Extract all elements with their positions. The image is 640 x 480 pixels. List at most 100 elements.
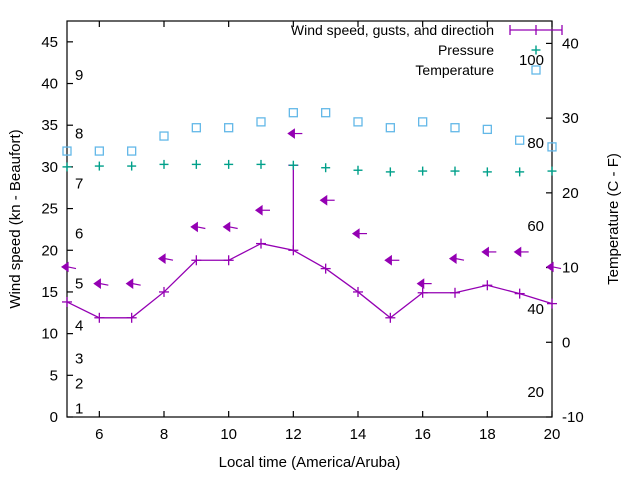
temperature-marker <box>418 117 428 127</box>
wind-speed-marker <box>417 287 428 298</box>
beaufort-inner-labels: 1 2 3 4 5 6 7 8 9 <box>75 67 83 417</box>
legend-item: Temperature <box>415 62 541 78</box>
wind-direction-arrow <box>254 204 270 216</box>
wind-direction-arrow <box>319 194 335 206</box>
beaufort-label: 7 <box>75 176 83 193</box>
wind-speed-marker <box>450 287 460 298</box>
beaufort-label: 8 <box>75 126 83 143</box>
beaufort-label: 6 <box>75 226 83 243</box>
plot-series <box>60 108 562 323</box>
pressure-marker <box>256 159 266 169</box>
y2-tick-label: 40 <box>562 35 579 52</box>
temperature-marker <box>450 123 460 133</box>
x-tick-label: 6 <box>95 426 103 443</box>
wind-direction-arrow <box>222 221 238 233</box>
temperature-marker <box>94 146 104 156</box>
fahrenheit-label: 100 <box>519 52 544 69</box>
y-tick-label: 40 <box>41 76 58 93</box>
x-axis-ticks: 6 8 10 12 14 16 18 20 <box>95 21 560 443</box>
y-tick-label: 20 <box>41 242 58 259</box>
fahrenheit-inner-labels: 20 40 60 80 100 <box>519 52 544 401</box>
x-tick-label: 16 <box>414 426 431 443</box>
pressure-marker <box>450 166 460 176</box>
wind-direction-arrow <box>287 128 303 139</box>
pressure-marker <box>547 166 557 176</box>
temperature-marker <box>159 131 169 141</box>
wind-speed-marker <box>320 263 331 274</box>
wind-speed-marker <box>159 286 169 297</box>
y-tick-label: 0 <box>50 409 58 426</box>
wind-direction-arrow <box>190 221 206 233</box>
wind-speed-marker <box>256 238 266 249</box>
y-tick-label: 45 <box>41 34 58 51</box>
wind-direction-arrow <box>384 254 400 266</box>
temperature-marker <box>256 117 266 127</box>
wind-direction-arrow <box>416 278 432 289</box>
y2-tick-label: 30 <box>562 110 579 127</box>
temperature-marker <box>191 123 201 133</box>
fahrenheit-label: 20 <box>527 384 544 401</box>
temperature-marker <box>547 142 557 152</box>
y-tick-label: 25 <box>41 201 58 218</box>
pressure-marker <box>224 159 234 169</box>
legend-item: Pressure <box>438 42 541 58</box>
x-tick-label: 10 <box>220 426 237 443</box>
plot-frame <box>66 20 553 418</box>
pressure-marker <box>353 165 363 175</box>
x-axis-title: Local time (America/Aruba) <box>219 454 401 471</box>
y-tick-label: 15 <box>41 284 58 301</box>
y-tick-label: 30 <box>41 159 58 176</box>
wind-speed-marker <box>191 255 202 266</box>
beaufort-label: 2 <box>75 376 83 393</box>
pressure-marker <box>321 163 331 173</box>
beaufort-label: 3 <box>75 351 83 368</box>
beaufort-label: 5 <box>75 276 83 293</box>
wind-speed-marker <box>94 312 105 323</box>
wind-direction-arrow <box>93 278 109 289</box>
fahrenheit-label: 80 <box>527 135 544 152</box>
wind-speed-marker <box>126 312 137 323</box>
wind-speed-marker <box>223 255 234 266</box>
wind-speed-marker <box>385 312 396 323</box>
temperature-marker <box>321 108 331 118</box>
wind-speed-line <box>66 242 553 319</box>
chart-legend: Wind speed, gusts, and direction Pressure… <box>291 22 563 78</box>
temperature-marker <box>288 108 298 118</box>
beaufort-label: 4 <box>75 317 83 334</box>
temperature-marker <box>385 123 395 133</box>
legend-item: Wind speed, gusts, and direction <box>291 22 563 38</box>
wind-direction-arrow <box>60 261 77 273</box>
wind-direction-arrow <box>125 278 141 289</box>
y-tick-label: 35 <box>41 117 58 134</box>
temperature-marker <box>515 135 525 145</box>
temperature-marker <box>224 123 234 133</box>
y2-tick-label: 0 <box>562 334 570 351</box>
wind-direction-arrow <box>351 228 367 239</box>
legend-label: Pressure <box>438 42 494 58</box>
pressure-marker <box>515 167 525 177</box>
y2-axis-title: Temperature (C - F) <box>605 153 622 285</box>
legend-label: Temperature <box>415 62 494 78</box>
fahrenheit-label: 40 <box>527 301 544 318</box>
wind-direction-arrow <box>448 253 465 264</box>
x-tick-label: 12 <box>285 426 302 443</box>
x-tick-label: 14 <box>350 426 367 443</box>
pressure-marker <box>62 162 72 172</box>
pressure-marker <box>127 161 137 171</box>
pressure-marker <box>385 167 395 177</box>
wind-speed-marker <box>62 296 72 307</box>
x-tick-label: 18 <box>479 426 496 443</box>
wind-direction-arrow <box>481 246 497 258</box>
temperature-marker <box>482 124 492 135</box>
y2-tick-label: 20 <box>562 185 579 202</box>
beaufort-label: 9 <box>75 67 83 84</box>
pressure-marker <box>159 159 169 169</box>
x-tick-label: 20 <box>544 426 561 443</box>
wind-speed-marker <box>514 288 525 299</box>
x-tick-label: 8 <box>160 426 168 443</box>
pressure-marker <box>482 167 492 177</box>
gust-spike <box>288 164 299 251</box>
wind-direction-arrow <box>545 261 562 273</box>
